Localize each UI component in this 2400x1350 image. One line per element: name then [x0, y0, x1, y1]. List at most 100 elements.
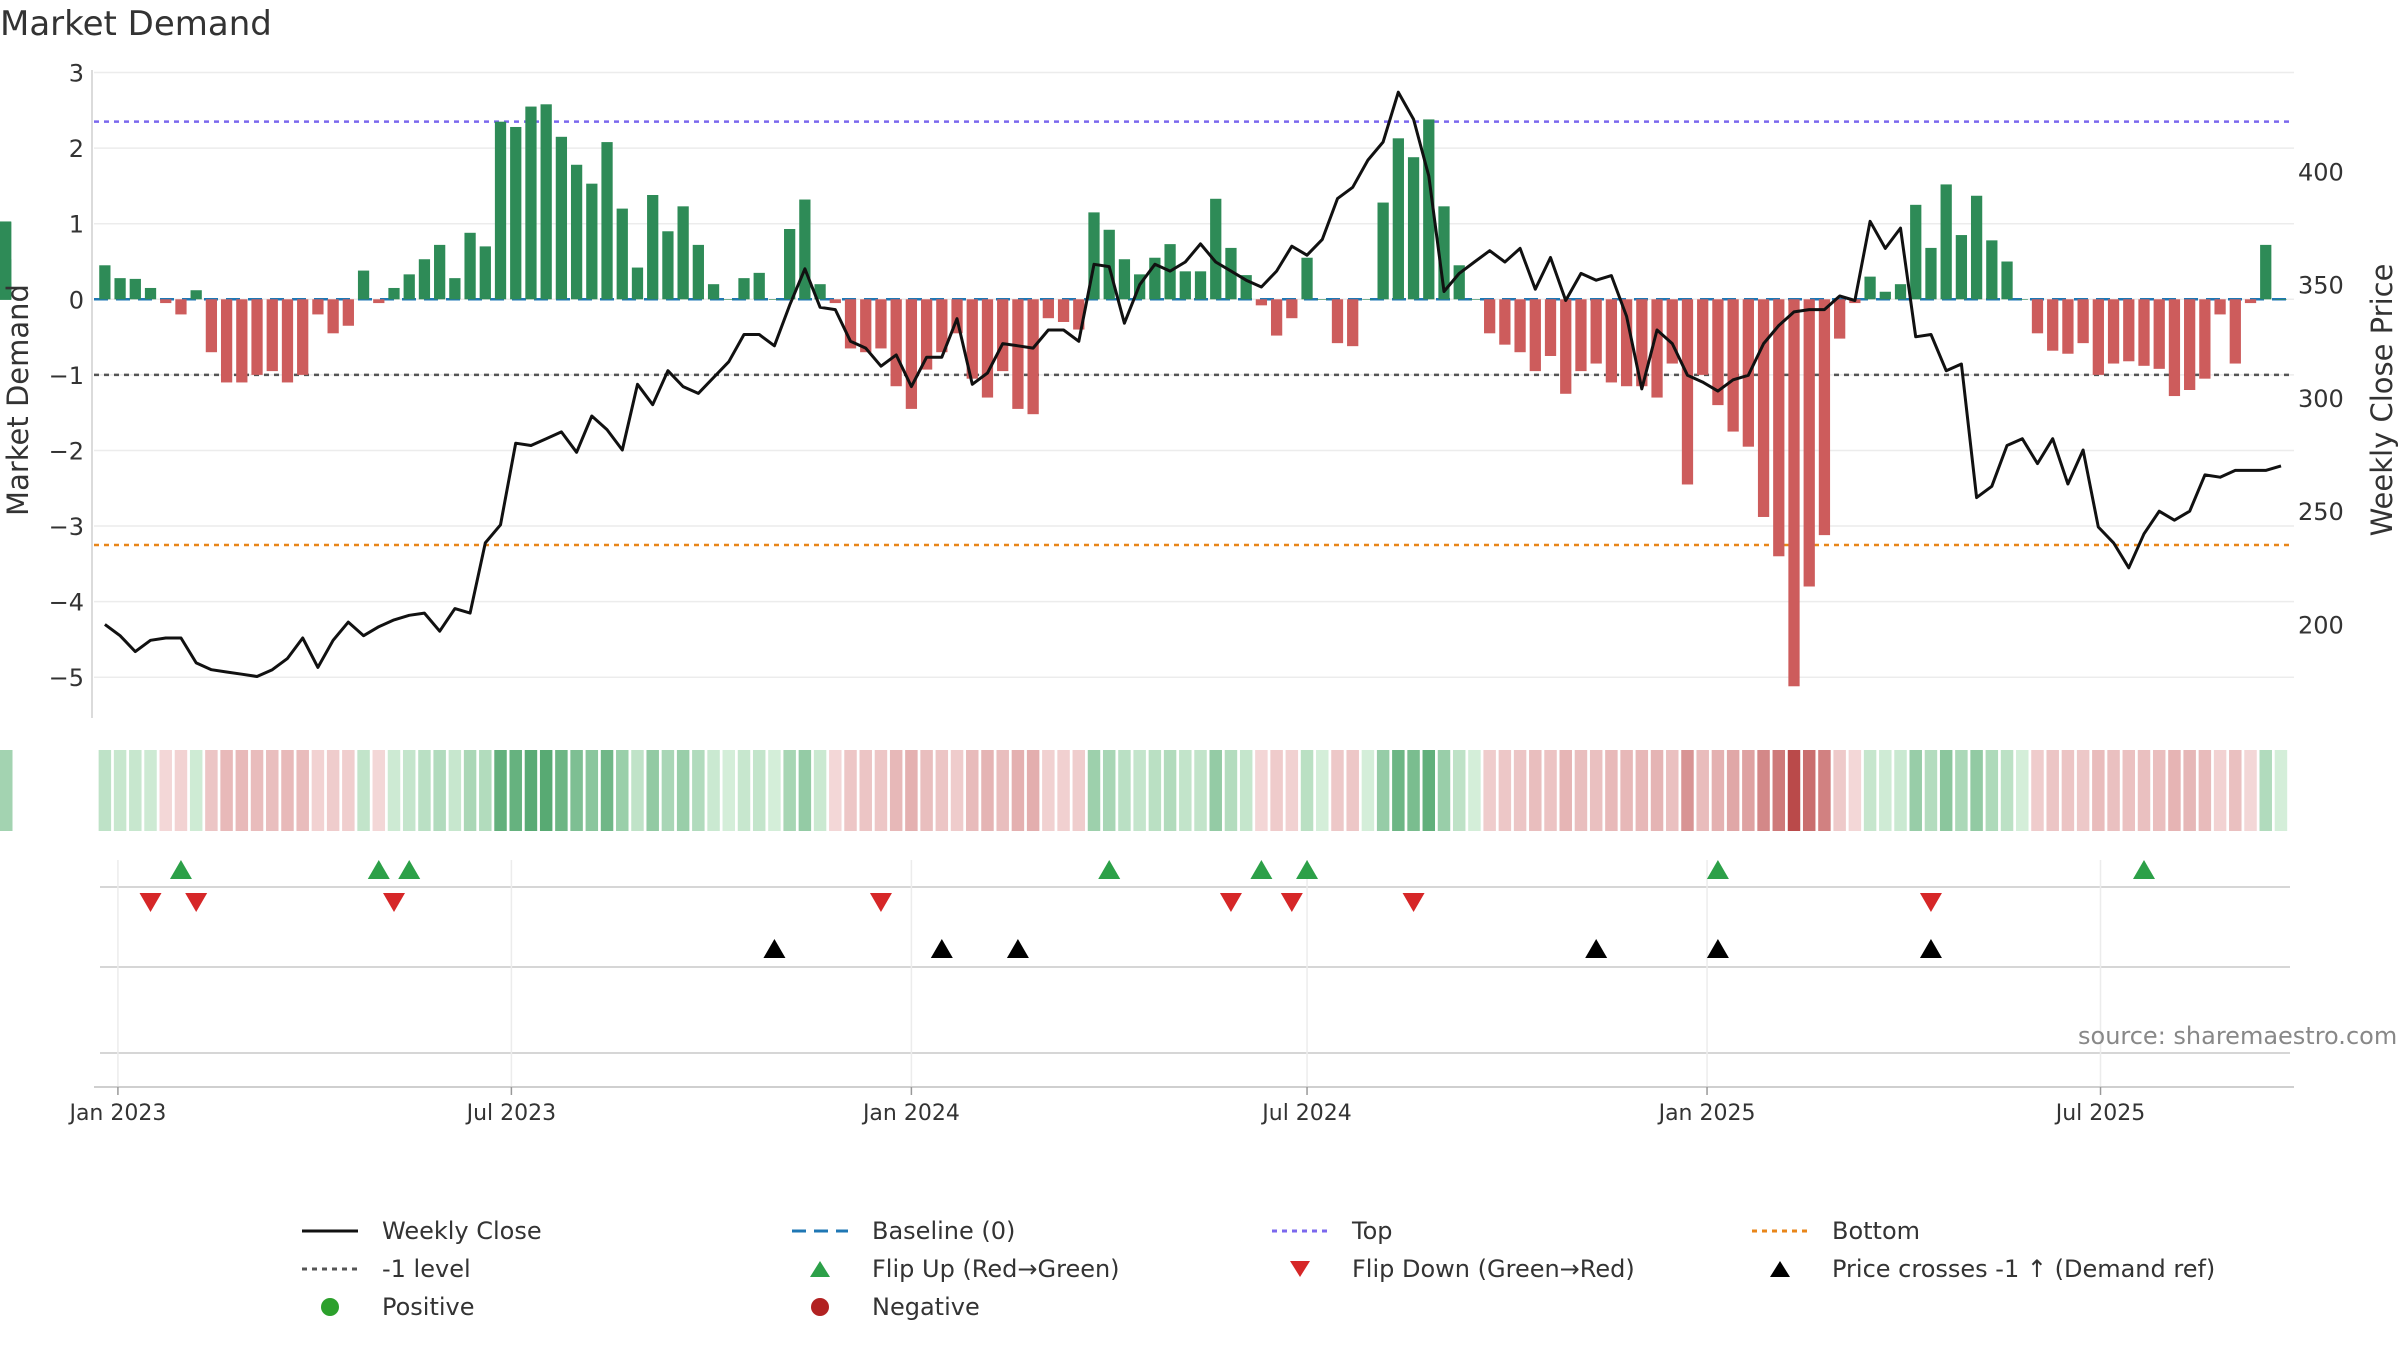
- strip-cell: [1894, 750, 1907, 831]
- demand-bar: [875, 299, 887, 349]
- strip-cell: [752, 750, 766, 831]
- demand-bar: [1377, 202, 1389, 300]
- strip-cell: [1666, 750, 1679, 831]
- strip-cell: [235, 750, 249, 831]
- strip-cell: [129, 750, 142, 831]
- demand-bar: [723, 299, 735, 300]
- flip-down-marker: [185, 893, 208, 912]
- line-dot-icon: [1752, 1229, 1808, 1233]
- demand-bar: [312, 299, 324, 315]
- demand-bar: [2244, 299, 2257, 304]
- circle-icon: [811, 1298, 829, 1316]
- strip-cell: [1879, 750, 1892, 831]
- demand-bar: [677, 206, 689, 300]
- strip-cell: [905, 750, 918, 831]
- demand-bar: [357, 270, 370, 300]
- demand-bar: [2016, 299, 2028, 300]
- strip-cell: [1681, 750, 1694, 831]
- strip-cell: [692, 750, 705, 831]
- legend-baseline: Baseline (0): [790, 1212, 1015, 1250]
- demand-bar: [2092, 299, 2104, 375]
- strip-cell: [2152, 750, 2166, 831]
- strip-cell: [1589, 750, 1603, 831]
- strip-cell: [722, 750, 736, 831]
- strip-cell: [1757, 750, 1770, 831]
- y-tick-label: 2: [69, 135, 84, 163]
- demand-bar: [1194, 271, 1207, 300]
- demand-bar: [2047, 299, 2059, 351]
- strip-cell: [1102, 750, 1116, 831]
- strip-cell: [1483, 750, 1496, 831]
- strip-cell: [1270, 750, 1283, 831]
- demand-bar: [951, 299, 963, 334]
- strip-cell: [1133, 750, 1146, 831]
- strip-cell: [2046, 750, 2059, 831]
- strip-cell: [798, 750, 812, 831]
- demand-bar: [1012, 299, 1024, 409]
- strip-cell: [966, 750, 979, 831]
- strip-cell: [418, 750, 431, 831]
- grid-lines: [94, 71, 2294, 678]
- strip-cell: [2061, 750, 2075, 831]
- x-tick-label: Jul 2024: [1260, 1101, 1352, 1126]
- y-tick-label: 1: [69, 211, 84, 239]
- strip-cell: [2183, 750, 2196, 831]
- demand-bar: [753, 272, 765, 300]
- strip-cell: [661, 750, 675, 831]
- legend-price-cross: Price crosses -1 ↑ (Demand ref): [1750, 1250, 2215, 1288]
- strip-cell: [1148, 750, 1162, 831]
- strip-cell: [539, 750, 553, 831]
- demand-bar: [1605, 299, 1618, 383]
- strip-cell: [2076, 750, 2090, 831]
- demand-bar: [175, 299, 187, 315]
- demand-bar: [2153, 299, 2165, 369]
- demand-bar: [799, 199, 811, 300]
- demand-bar: [981, 299, 994, 398]
- strip-cell: [616, 750, 629, 831]
- line-dot-icon: [1272, 1229, 1328, 1233]
- demand-bar: [2001, 261, 2013, 300]
- demand-bar: [525, 106, 537, 300]
- strip-cell: [1194, 750, 1207, 831]
- legend: Weekly Close Baseline (0) Top Bottom -1 …: [300, 1212, 2250, 1326]
- strip-cell: [600, 750, 614, 831]
- price-cross-marker: [1585, 939, 1608, 958]
- demand-bar: [1225, 247, 1237, 300]
- strip-cell: [387, 750, 401, 831]
- strip-cell: [479, 750, 492, 831]
- demand-bar: [190, 290, 202, 300]
- y-tick-label: 0: [69, 286, 84, 314]
- demand-bar: [1803, 299, 1815, 587]
- triangle-up-icon: [810, 1261, 830, 1277]
- demand-bar: [1468, 299, 1481, 300]
- strip-cell: [555, 750, 568, 831]
- strip-cell: [1787, 750, 1801, 831]
- legend-top: Top: [1270, 1212, 1393, 1250]
- flip-up-marker: [169, 860, 192, 879]
- demand-bar: [220, 299, 233, 383]
- demand-bar: [2184, 299, 2196, 390]
- strip-cell: [981, 750, 994, 831]
- strip-cell: [1239, 750, 1253, 831]
- demand-bar: [1301, 257, 1313, 300]
- strip-cell: [1346, 750, 1359, 831]
- strip-cell: [174, 750, 188, 831]
- strip-cell: [311, 750, 325, 831]
- demand-bar: [1240, 275, 1252, 300]
- strip-cell: [2031, 750, 2044, 831]
- strip-cell: [448, 750, 462, 831]
- demand-bar: [768, 299, 781, 300]
- y2-tick-label: 350: [2298, 272, 2344, 300]
- strip-cell: [1955, 750, 1968, 831]
- demand-bar: [1179, 271, 1191, 300]
- strip-cell: [874, 750, 888, 831]
- demand-bar: [1103, 229, 1115, 300]
- strip-cell: [220, 750, 233, 831]
- demand-bar: [905, 299, 918, 409]
- demand-bar: [205, 299, 218, 353]
- demand-bar: [1088, 212, 1100, 300]
- y2-tick-label: 300: [2298, 385, 2344, 413]
- strip-cell: [585, 750, 599, 831]
- strip-cell: [326, 750, 340, 831]
- demand-bar: [1879, 291, 1891, 300]
